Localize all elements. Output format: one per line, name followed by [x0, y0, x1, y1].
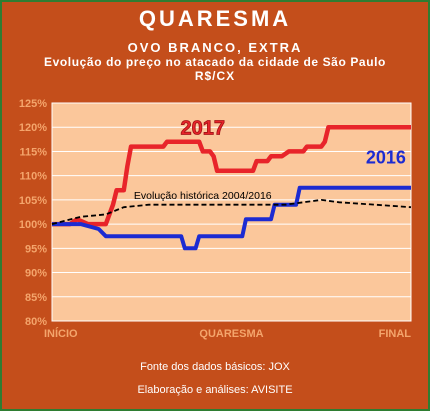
chart-unit: R$/CX [194, 69, 236, 83]
y-tick-label: 85% [25, 292, 47, 304]
series-label-2016: 2016 [366, 148, 406, 168]
x-tick-label: FINAL [379, 328, 412, 340]
credit-note: Elaboração e análises: AVISITE [137, 384, 293, 396]
series-label-2017: 2017 [181, 117, 226, 139]
plot-area [51, 102, 412, 322]
x-tick-label: QUARESMA [199, 328, 263, 340]
line-chart: 80% 85% 90% 95% 100% 105% 110% 115% 120% 125% INÍ… [19, 98, 412, 340]
y-tick-label: 95% [25, 243, 47, 255]
chart-title: QUARESMA [138, 6, 292, 31]
y-tick-label: 100% [19, 219, 47, 231]
series-line-2017 [52, 124, 411, 227]
y-tick-label: 105% [19, 195, 47, 207]
x-tick-label: INÍCIO [44, 327, 78, 340]
y-tick-label: 120% [19, 122, 47, 134]
y-tick-label: 110% [19, 171, 47, 183]
chart-description: Evolução do preço no atacado da cidade d… [43, 55, 386, 69]
y-tick-label: 80% [25, 316, 47, 328]
y-tick-label: 115% [19, 146, 47, 158]
source-note: Fonte dos dados básicos: JOX [140, 361, 290, 373]
y-tick-label: 90% [25, 268, 47, 280]
series-line-historical [51, 199, 412, 225]
chart-subtitle: OVO BRANCO, EXTRA [127, 40, 303, 55]
series-line-2016 [52, 185, 411, 251]
y-tick-label: 125% [19, 98, 47, 110]
series-label-historical: Evolução histórica 2004/2016 [134, 190, 272, 202]
